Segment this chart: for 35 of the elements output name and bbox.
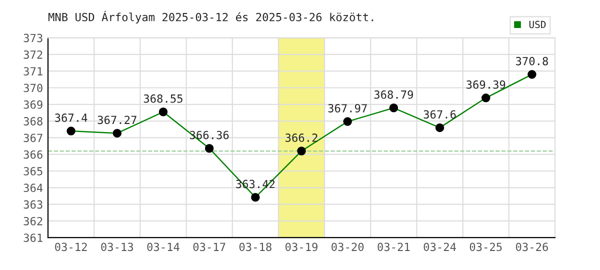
x-tick-label: 03-12 bbox=[55, 242, 87, 252]
data-label: 367.4 bbox=[55, 114, 88, 122]
x-tick-label: 03-14 bbox=[147, 242, 180, 252]
data-label: 368.55 bbox=[144, 94, 182, 103]
data-label: 368.79 bbox=[374, 90, 413, 99]
x-tick-label: 03-25 bbox=[470, 242, 502, 252]
data-label: 366.2 bbox=[286, 134, 318, 142]
x-tick-label: 03-26 bbox=[516, 242, 548, 252]
x-tick-label: 03-13 bbox=[101, 242, 134, 252]
y-tick-label: 363 bbox=[24, 200, 42, 209]
x-tick-label: 03-18 bbox=[239, 242, 272, 252]
x-tick-label: 03-24 bbox=[424, 242, 456, 252]
y-tick-label: 367 bbox=[24, 134, 42, 142]
y-tick-label: 364 bbox=[24, 184, 43, 192]
data-label: 370.8 bbox=[516, 56, 548, 66]
x-tick-label: 03-21 bbox=[378, 242, 410, 252]
y-tick-label: 368 bbox=[24, 117, 42, 126]
y-tick-label: 366 bbox=[24, 150, 42, 159]
legend-label: USD bbox=[529, 20, 546, 28]
y-tick-label: 362 bbox=[24, 216, 42, 226]
y-tick-label: 371 bbox=[24, 67, 42, 76]
data-label: 367.6 bbox=[424, 110, 456, 119]
y-tick-label: 370 bbox=[24, 84, 42, 92]
data-label: 367.97 bbox=[328, 104, 367, 112]
data-label: 369.39 bbox=[466, 80, 506, 89]
y-tick-label: 369 bbox=[24, 100, 42, 109]
y-tick-label: 365 bbox=[24, 167, 42, 176]
y-tick-label: 373 bbox=[24, 34, 42, 42]
y-tick-label: 361 bbox=[24, 234, 42, 242]
x-tick-label: 03-19 bbox=[286, 242, 318, 252]
x-tick-label: 03-17 bbox=[193, 242, 226, 252]
data-label: 367.27 bbox=[98, 116, 136, 124]
x-tick-label: 03-20 bbox=[332, 242, 364, 252]
chart-title: MNB USD Árfolyam 2025-03-12 és 2025-03-26 között. bbox=[48, 10, 374, 24]
y-tick-label: 372 bbox=[24, 50, 42, 59]
